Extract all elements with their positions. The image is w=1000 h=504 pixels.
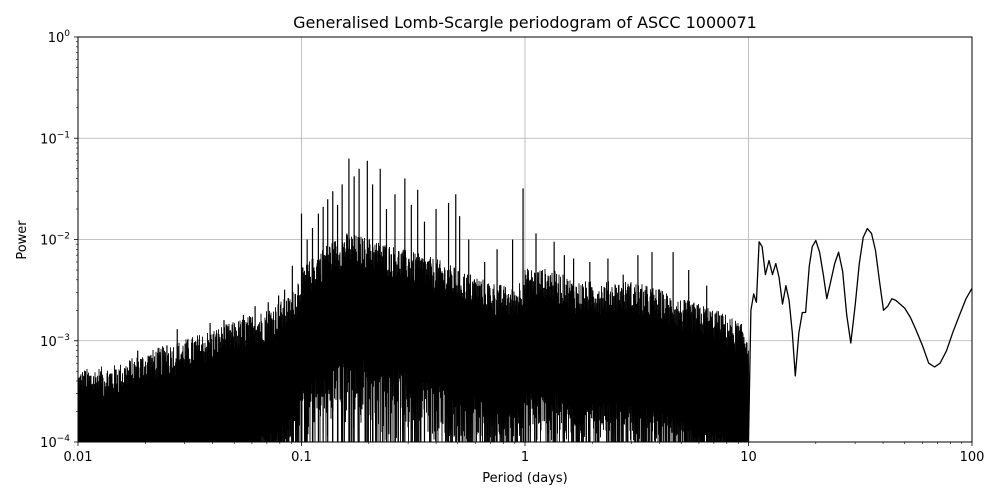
x-tick-label: 0.1 — [291, 450, 312, 465]
x-axis-label: Period (days) — [482, 471, 568, 486]
data-layer — [77, 158, 973, 443]
x-tick-label: 100 — [960, 450, 985, 465]
periodogram-long-period-curve — [747, 227, 973, 443]
periodogram-noise-trace — [77, 233, 749, 443]
x-tick-label: 1 — [521, 450, 529, 465]
x-tick-label: 0.01 — [64, 450, 93, 465]
x-tick-label: 10 — [740, 450, 757, 465]
chart-title: Generalised Lomb-Scargle periodogram of … — [293, 13, 757, 32]
y-axis-label: Power — [15, 220, 30, 260]
